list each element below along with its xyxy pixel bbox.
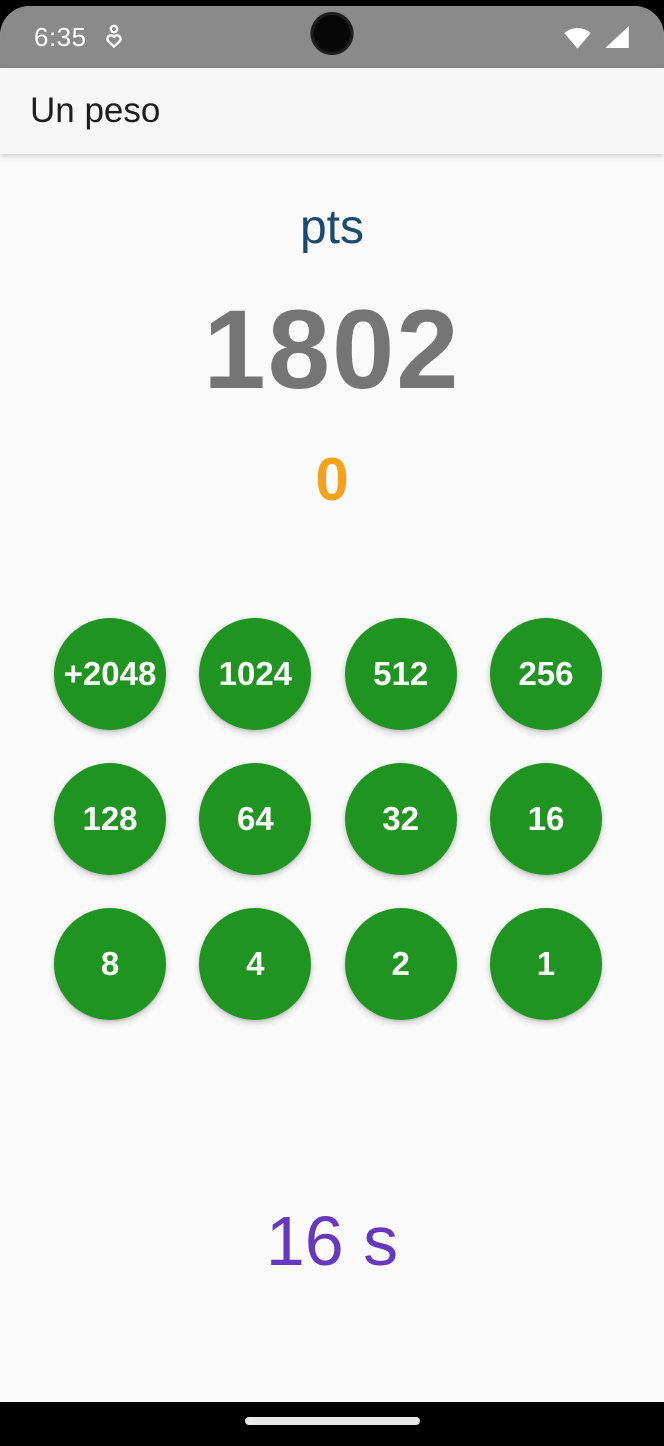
button-1024[interactable]: 1024 [199,618,312,730]
camera-cutout [310,12,354,55]
button-grid: +2048 1024 512 256 128 64 32 16 8 4 2 1 [0,618,664,1020]
button-plus-2048[interactable]: +2048 [54,618,166,730]
priority-mode-icon [103,23,125,51]
button-64[interactable]: 64 [199,763,312,875]
cellular-signal-icon [603,24,630,50]
button-8[interactable]: 8 [54,908,166,1020]
gesture-handle[interactable] [244,1417,420,1425]
combo-value: 0 [315,446,349,513]
button-32[interactable]: 32 [344,763,457,875]
gesture-nav-bar [0,1402,664,1440]
button-16[interactable]: 16 [489,763,602,875]
button-row: 8 4 2 1 [54,908,602,1020]
timer-value: 16 s [265,1202,399,1280]
button-1[interactable]: 1 [489,908,602,1020]
button-512[interactable]: 512 [344,618,457,730]
app-bar: Un peso [0,68,664,154]
button-row: +2048 1024 512 256 [54,618,602,730]
points-value: 1802 [203,287,461,412]
button-128[interactable]: 128 [54,763,166,875]
wifi-icon [562,24,593,50]
button-256[interactable]: 256 [489,618,602,730]
page-title: Un peso [30,91,161,130]
status-time: 6:35 [34,21,87,52]
phone-screen: 6:35 Un peso pts 1802 [0,6,664,1440]
button-row: 128 64 32 16 [54,763,602,875]
button-2[interactable]: 2 [344,908,457,1020]
game-area: pts 1802 0 +2048 1024 512 256 128 64 32 … [0,154,664,1402]
points-label: pts [299,201,365,254]
status-bar: 6:35 [0,6,664,68]
button-4[interactable]: 4 [199,908,312,1020]
